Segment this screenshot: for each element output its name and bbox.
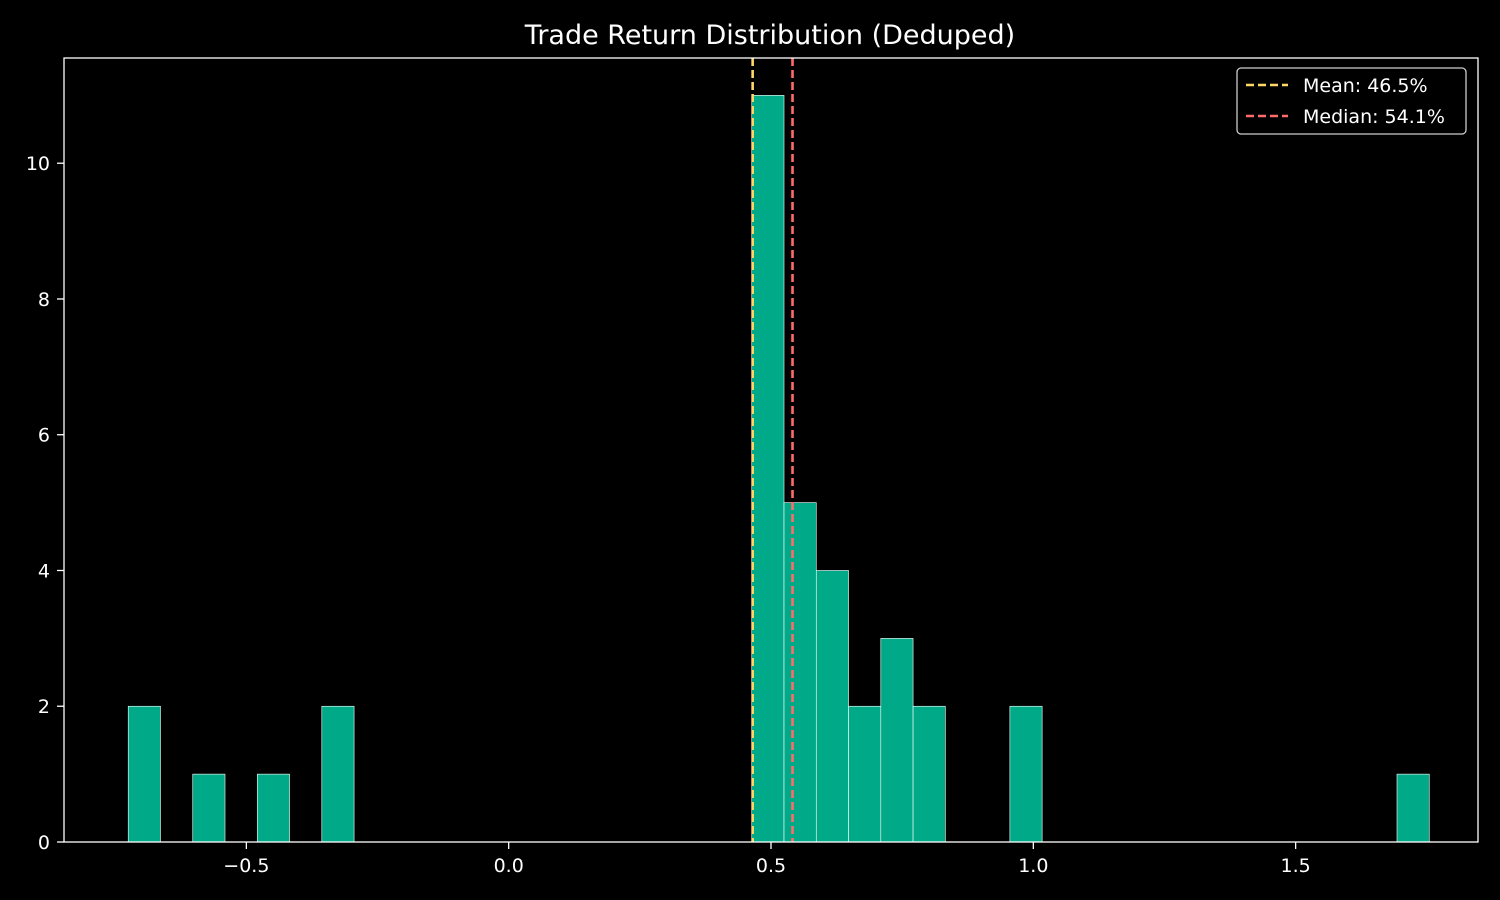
y-tick-label: 6: [38, 425, 50, 447]
histogram-bar-7: [848, 705, 882, 843]
x-tick-label: −0.5: [223, 855, 269, 877]
bars-group: [127, 95, 1430, 843]
histogram-bar-6: [815, 570, 849, 843]
histogram-bar-4: [751, 95, 785, 843]
y-axis: 0 2 4 6 8 10: [26, 153, 64, 854]
histogram-bar-1: [192, 773, 226, 843]
histogram-bar-8: [880, 638, 914, 843]
histogram-bar-5: [783, 502, 817, 843]
y-tick-label: 2: [38, 696, 50, 718]
histogram-bar-0: [127, 705, 161, 843]
x-axis: −0.5 0.0 0.5 1.0 1.5: [223, 842, 1311, 877]
y-tick-label: 10: [26, 153, 50, 175]
legend-median-label: Median: 54.1%: [1303, 106, 1445, 128]
legend: Mean: 46.5% Median: 54.1%: [1236, 67, 1467, 135]
x-tick-label: 1.5: [1281, 855, 1311, 877]
y-tick-label: 8: [38, 289, 50, 311]
y-tick-label: 4: [38, 560, 50, 582]
reference-lines-group: [751, 58, 794, 842]
histogram-bar-9: [912, 705, 946, 843]
x-tick-label: 1.0: [1018, 855, 1048, 877]
histogram-bar-3: [321, 705, 355, 843]
x-tick-label: 0.5: [756, 855, 786, 877]
histogram-bar-11: [1396, 773, 1430, 843]
chart-title: Trade Return Distribution (Deduped): [524, 20, 1015, 51]
histogram-bar-2: [256, 773, 290, 843]
histogram-bar-10: [1009, 705, 1043, 843]
legend-box: [1236, 67, 1467, 135]
x-tick-label: 0.0: [494, 855, 524, 877]
y-tick-label: 0: [38, 832, 50, 854]
legend-mean-label: Mean: 46.5%: [1303, 75, 1428, 97]
